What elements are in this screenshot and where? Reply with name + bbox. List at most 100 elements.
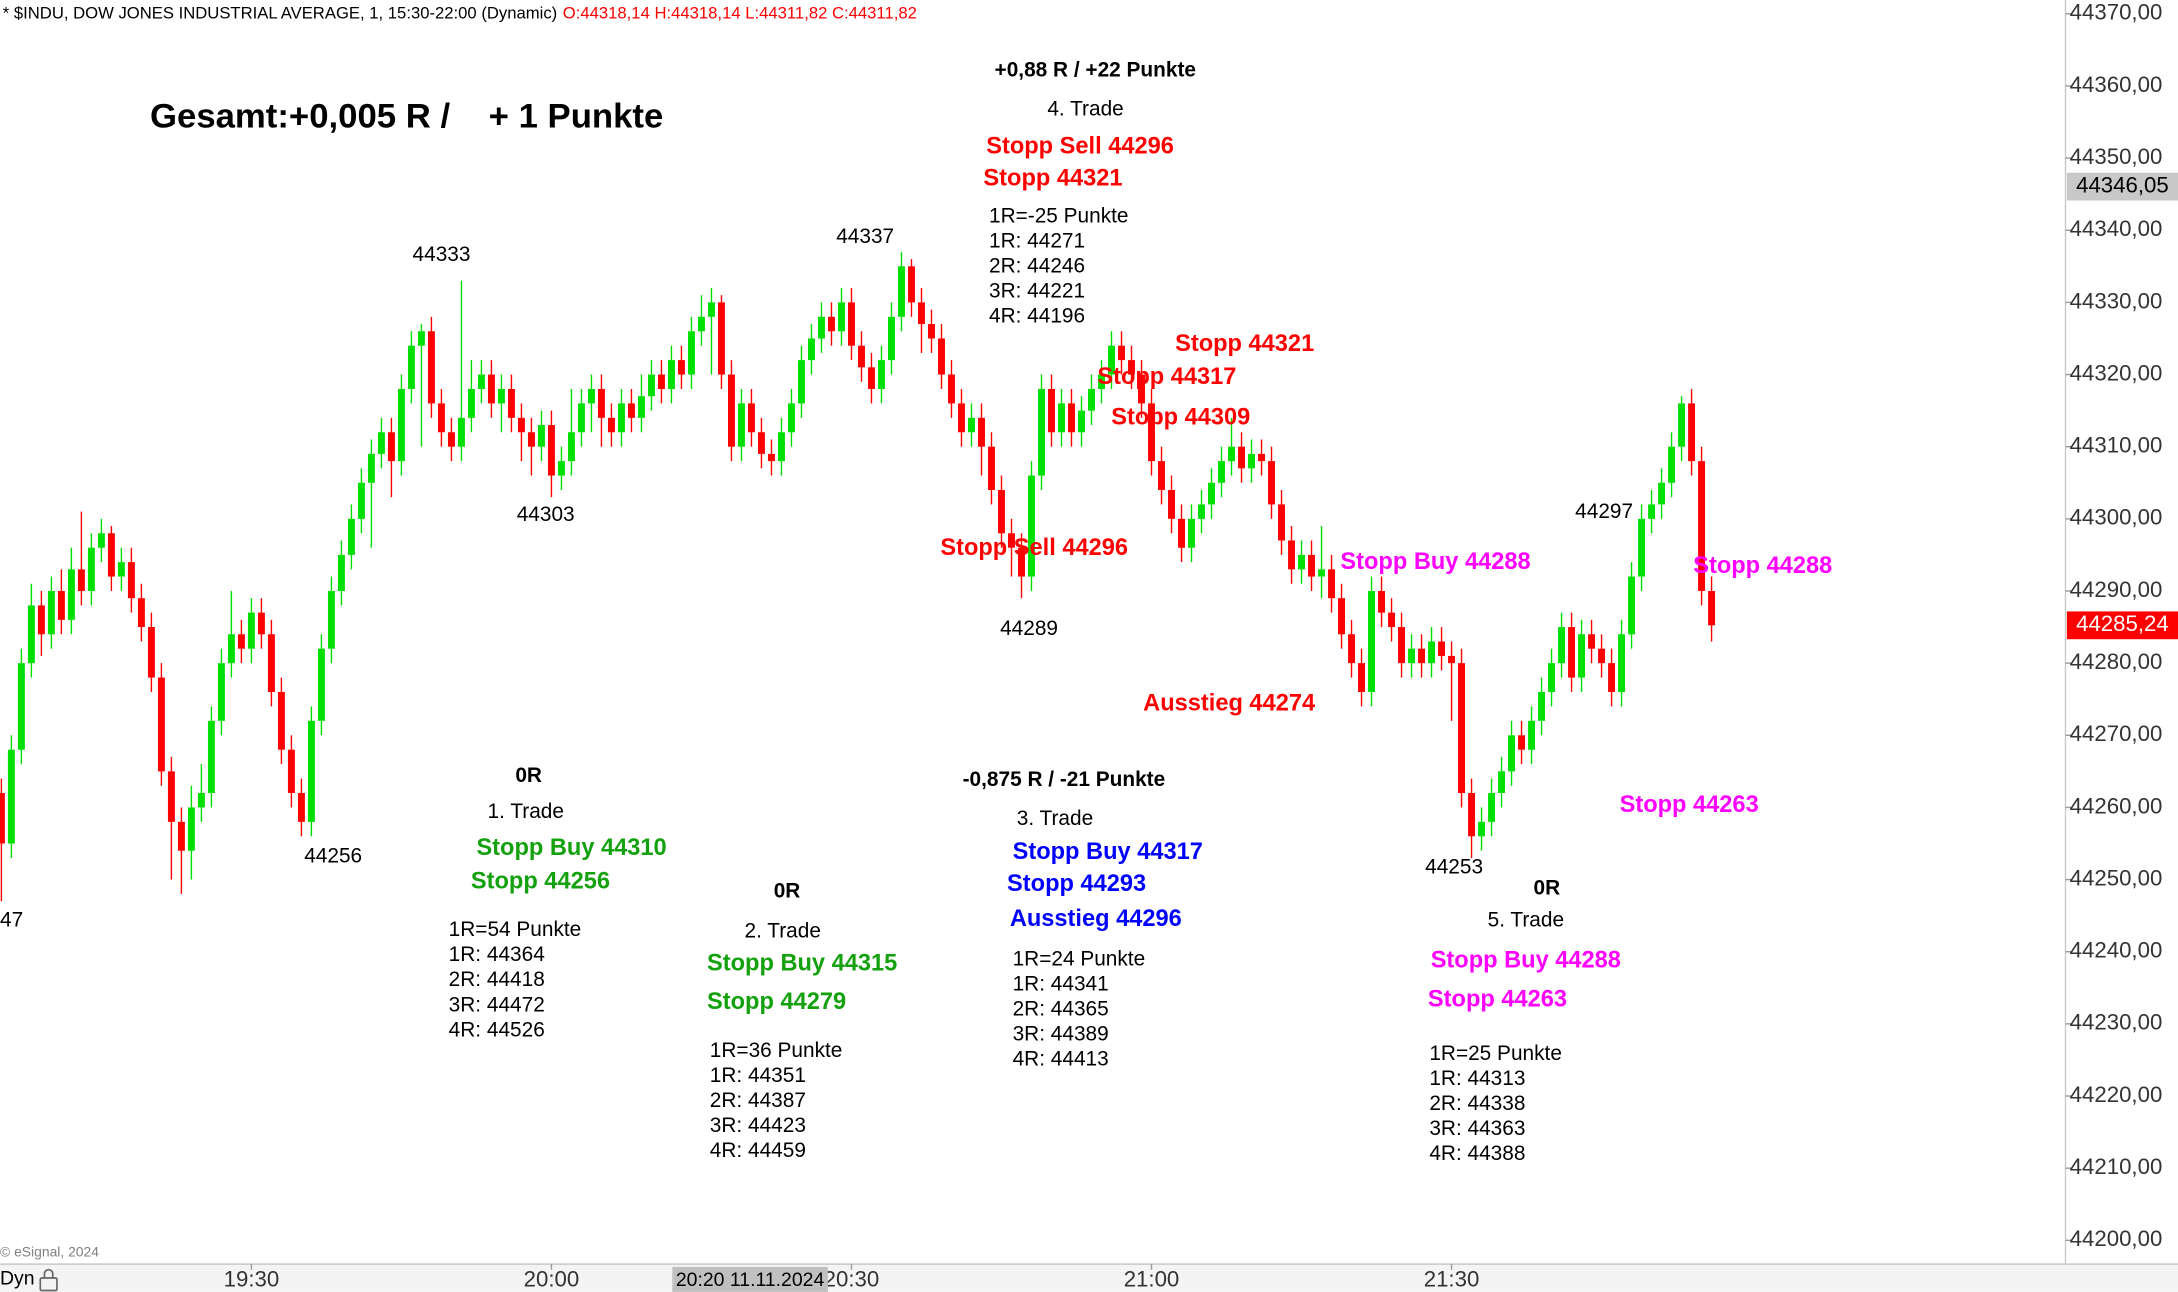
candle-body	[1248, 453, 1255, 469]
candle-body	[557, 461, 565, 476]
candle-body	[1118, 345, 1125, 361]
candle-body	[397, 388, 405, 462]
candle-body	[818, 316, 825, 339]
annotation: 1. Trade	[488, 800, 564, 823]
candle-body	[637, 396, 645, 418]
annotation: 2. Trade	[745, 920, 821, 943]
candle-body	[1078, 410, 1085, 433]
candle-body	[157, 677, 165, 772]
candle-body	[1358, 663, 1366, 692]
candle-body	[627, 403, 635, 418]
candle-body	[367, 453, 375, 483]
candle-body	[567, 432, 575, 462]
candle-body	[1688, 403, 1696, 462]
candle-body	[848, 302, 855, 346]
candle-body	[1518, 735, 1526, 750]
annotation: Stopp 44256	[471, 868, 610, 894]
candle-body	[117, 562, 125, 577]
candle-body	[888, 316, 895, 361]
candle-body	[677, 360, 685, 375]
candle-body	[948, 374, 955, 404]
price-marker	[2066, 611, 2178, 640]
annotation: Stopp Buy 44288	[1340, 549, 1530, 575]
candle-body	[1158, 461, 1165, 490]
candle-body	[1628, 576, 1636, 635]
candle-body	[1168, 489, 1175, 519]
candle-body	[1448, 655, 1456, 664]
candle-body	[217, 663, 225, 721]
annotation: Stopp Sell 44296	[940, 535, 1128, 561]
candle-body	[1438, 641, 1446, 656]
candle-body	[307, 720, 315, 822]
candle-body	[267, 634, 275, 692]
candle-body	[87, 547, 95, 591]
candle-body	[717, 302, 725, 375]
candle-body	[607, 417, 615, 433]
y-tick-label: 44370,00	[2070, 0, 2163, 25]
candle-body	[317, 648, 325, 721]
candle-body	[918, 302, 925, 325]
annotation: 1R=25 Punkte	[1429, 1042, 1562, 1065]
lock-icon[interactable]	[39, 1268, 58, 1292]
candle-body	[7, 749, 15, 844]
candle-body	[1428, 641, 1436, 664]
candle-body	[1028, 475, 1035, 577]
candle-body	[537, 425, 545, 447]
annotation: 1R: 44271	[989, 229, 1085, 252]
candle-body	[858, 345, 865, 368]
annotation: Stopp 44309	[1111, 404, 1250, 430]
candle-body	[737, 403, 745, 447]
annotation: 3R: 44363	[1429, 1117, 1525, 1140]
candle-body	[477, 374, 485, 389]
candle-body	[1418, 648, 1426, 664]
candle-body	[1108, 345, 1115, 375]
candle-body	[1468, 792, 1476, 837]
candle-body	[97, 533, 105, 548]
candle-body	[1408, 648, 1416, 664]
annotation: 2R: 44246	[989, 254, 1085, 277]
annotation: 4R: 44526	[449, 1018, 545, 1041]
x-tick-label: 20:00	[524, 1267, 580, 1292]
annotation: Stopp 44321	[1175, 331, 1314, 357]
annotation: 0R	[515, 764, 542, 787]
lock-shackle	[43, 1268, 54, 1279]
x-tick-label: 19:30	[224, 1267, 280, 1292]
candle-body	[757, 432, 765, 454]
chart-title: * $INDU, DOW JONES INDUSTRIAL AVERAGE, 1…	[3, 3, 557, 22]
candle-body	[1288, 540, 1295, 570]
candle-body	[577, 403, 585, 433]
candle-body	[387, 432, 395, 462]
candle-body	[1588, 634, 1596, 649]
candle-body	[77, 569, 85, 591]
candle-body	[197, 792, 205, 808]
y-tick-label: 44330,00	[2070, 288, 2163, 313]
annotation: Stopp Buy 44310	[476, 835, 666, 861]
y-tick-label: 44350,00	[2070, 144, 2163, 169]
candle-body	[807, 338, 815, 361]
candle-body	[1098, 374, 1105, 389]
annotation: 44297	[1575, 500, 1633, 523]
candle-body	[187, 807, 195, 851]
annotation: 4R: 44413	[1013, 1047, 1109, 1070]
candle-body	[1528, 720, 1536, 750]
candle-body	[0, 792, 5, 844]
annotation: Stopp Buy 44288	[1431, 948, 1621, 974]
candle-body	[1648, 504, 1656, 519]
mode-label[interactable]: Dyn	[0, 1268, 35, 1290]
annotation: Stopp Sell 44296	[986, 134, 1174, 160]
candle-body	[1318, 569, 1325, 577]
y-tick-label: 44270,00	[2070, 721, 2163, 746]
watermark: © eSignal, 2024	[0, 1244, 99, 1260]
annotation: Stopp 44293	[1007, 871, 1146, 897]
candle-body	[467, 388, 475, 418]
candle-body	[647, 374, 655, 397]
candle-body	[587, 388, 595, 404]
annotation: 0R	[774, 879, 801, 902]
annotation: 2R: 44418	[449, 968, 545, 991]
annotation: 2R: 44365	[1013, 997, 1109, 1020]
candle-body	[27, 605, 35, 664]
annotation: Stopp Buy 44315	[707, 950, 897, 976]
candle-body	[1238, 446, 1245, 469]
candle-body	[1348, 634, 1355, 664]
candle-body	[1708, 590, 1716, 626]
